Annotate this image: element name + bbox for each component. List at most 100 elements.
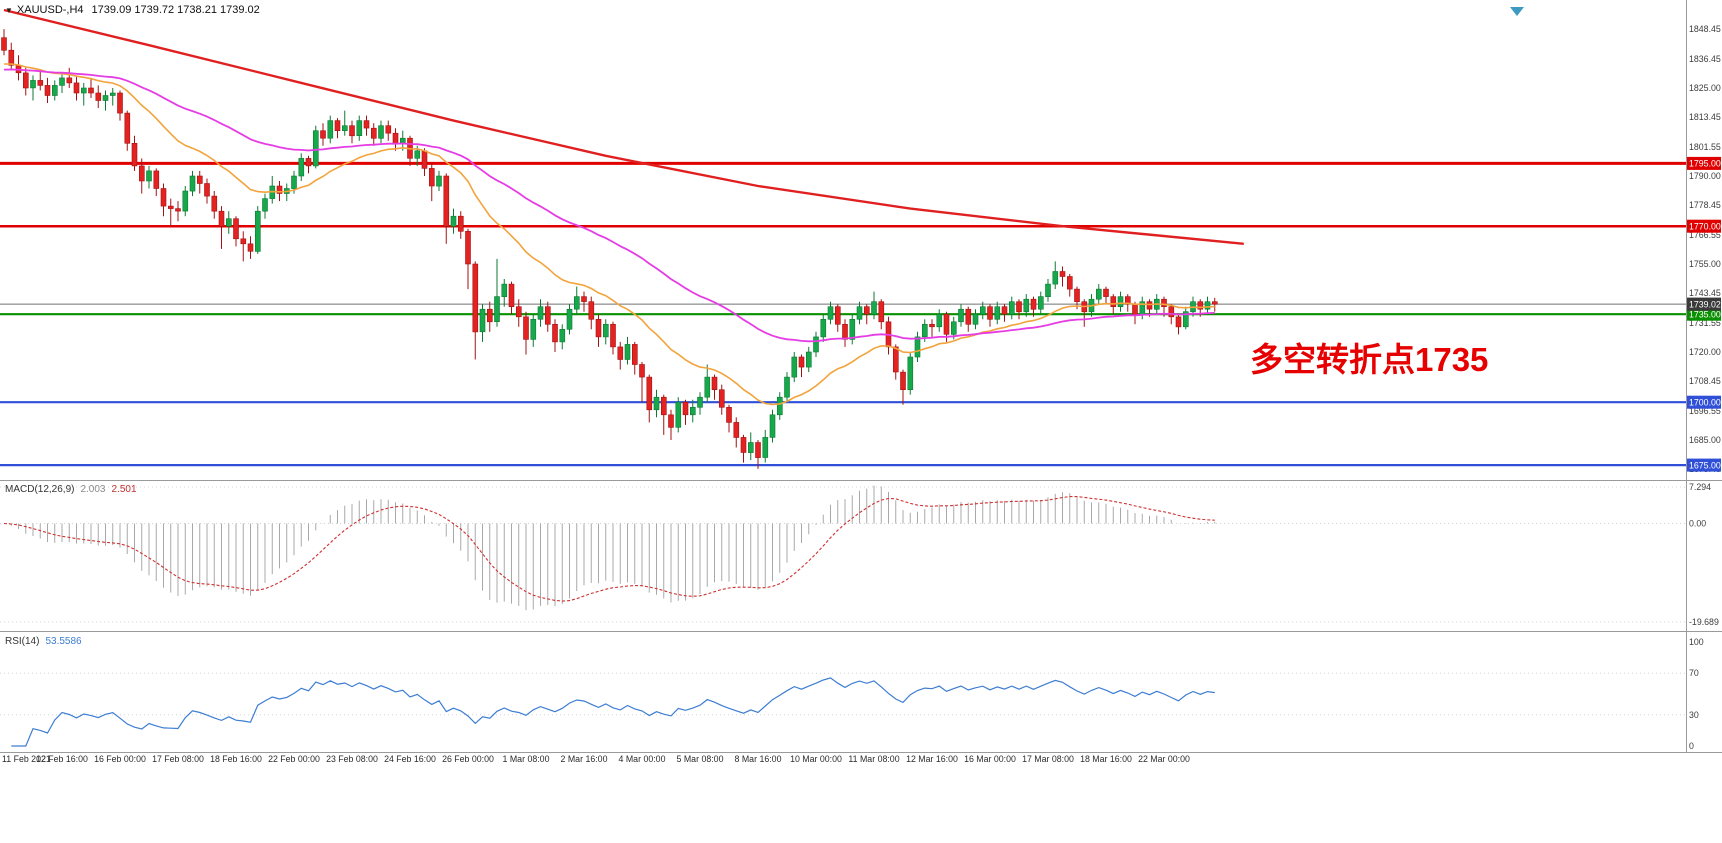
rsi-panel: 100 70 30 0 (0, 637, 1704, 751)
candle (421, 150, 428, 169)
candle (914, 336, 921, 358)
candle (124, 112, 131, 144)
time-axis-label: 16 Feb 00:00 (94, 754, 146, 764)
candle (617, 346, 624, 360)
candle (965, 308, 972, 325)
symbol-dropdown-icon[interactable]: ▼ (5, 6, 13, 15)
candle (51, 85, 58, 96)
price-axis-label: 1778.45 (1689, 200, 1721, 210)
price-axis-label: 1801.55 (1689, 142, 1721, 152)
candle (494, 296, 500, 323)
candle (668, 414, 674, 428)
price-axis-label: 1848.45 (1689, 24, 1721, 34)
candle (30, 80, 36, 89)
candle (798, 356, 805, 368)
candle (994, 306, 1001, 320)
candle (515, 306, 522, 318)
price-tag-1700.00[interactable]: 1700.00 (1687, 395, 1721, 409)
candle (1016, 301, 1022, 313)
candle (1197, 301, 1204, 310)
candle (900, 371, 906, 391)
candle (624, 344, 631, 360)
candle (226, 218, 232, 227)
time-axis-label: 1 Mar 08:00 (503, 754, 550, 764)
time-axis-label: 18 Feb 16:00 (210, 754, 262, 764)
candle (1074, 288, 1080, 303)
candle (262, 198, 268, 212)
moving-averages-layer (3, 8, 1244, 406)
candle (139, 165, 145, 182)
candle (653, 396, 660, 411)
candle (175, 208, 181, 212)
candle (602, 323, 609, 338)
candle (943, 313, 950, 335)
price-tag-1675.00[interactable]: 1675.00 (1687, 458, 1721, 472)
macd-axis-label: 0.00 (1689, 519, 1706, 529)
candle (102, 95, 109, 101)
time-axis-label: 4 Mar 00:00 (619, 754, 666, 764)
candle (356, 120, 363, 136)
candle (1132, 303, 1138, 315)
ma-mid-magenta (3, 68, 1215, 343)
price-axis-label: 1708.45 (1689, 376, 1721, 386)
candle (1059, 271, 1066, 277)
price-axis-label: 1836.45 (1689, 54, 1721, 64)
time-axis-label: 2 Mar 16:00 (561, 754, 608, 764)
candle (784, 376, 790, 398)
candle (566, 308, 573, 330)
candle (639, 364, 645, 378)
candle (711, 376, 718, 391)
candle (363, 120, 370, 129)
price-tag-1795.00[interactable]: 1795.00 (1687, 156, 1721, 170)
price-tag-label: 1735.00 (1689, 309, 1721, 319)
candle (929, 323, 935, 328)
candle (820, 318, 827, 338)
time-axis-label: 17 Mar 08:00 (1022, 754, 1074, 764)
symbol-ohlc-header: ▼ XAUUSD-,H4 1739.09 1739.72 1738.21 1739.… (5, 4, 260, 16)
price-axis-label: 1790.00 (1689, 171, 1721, 181)
price-axis-label: 1696.55 (1689, 406, 1721, 416)
candle (856, 306, 863, 320)
candle (747, 442, 754, 453)
price-axis-label: 1766.55 (1689, 230, 1721, 240)
candle (610, 323, 616, 348)
candle (95, 92, 102, 101)
candle (305, 158, 312, 167)
horizontal-levels-layer[interactable] (0, 161, 1686, 467)
price-axis-label: 1685.00 (1689, 435, 1721, 445)
candle (73, 82, 80, 94)
candle (958, 308, 964, 323)
price-tag-1739.02[interactable]: 1739.02 (1687, 297, 1721, 311)
candle (392, 132, 399, 144)
candle (689, 406, 696, 416)
candle (813, 336, 819, 353)
candles-layer (1, 29, 1218, 469)
candle (247, 243, 254, 252)
price-tag-1735.00[interactable]: 1735.00 (1687, 307, 1721, 321)
rsi-value: 53.5586 (45, 636, 82, 647)
macd-indicator-label: MACD(12,26,9) 2.003 2.501 (5, 484, 137, 495)
chart-shift-marker-icon[interactable] (1510, 7, 1524, 16)
candle (131, 143, 138, 167)
rsi-axis-label: 70 (1689, 668, 1699, 678)
candle (153, 170, 160, 189)
candle (197, 175, 203, 184)
candle (1096, 288, 1102, 300)
candle (334, 120, 341, 131)
candle (399, 137, 406, 144)
time-axis-label: 24 Feb 16:00 (384, 754, 436, 764)
candle (1168, 306, 1175, 318)
candle (936, 313, 943, 328)
candle (950, 321, 957, 335)
candle (320, 130, 326, 139)
price-tag-1770.00[interactable]: 1770.00 (1687, 219, 1721, 233)
candle (660, 396, 667, 416)
candle (581, 296, 587, 302)
candle (1183, 311, 1189, 328)
candle (972, 313, 979, 325)
candle (88, 87, 94, 94)
candle (733, 422, 740, 438)
candle (44, 85, 51, 96)
